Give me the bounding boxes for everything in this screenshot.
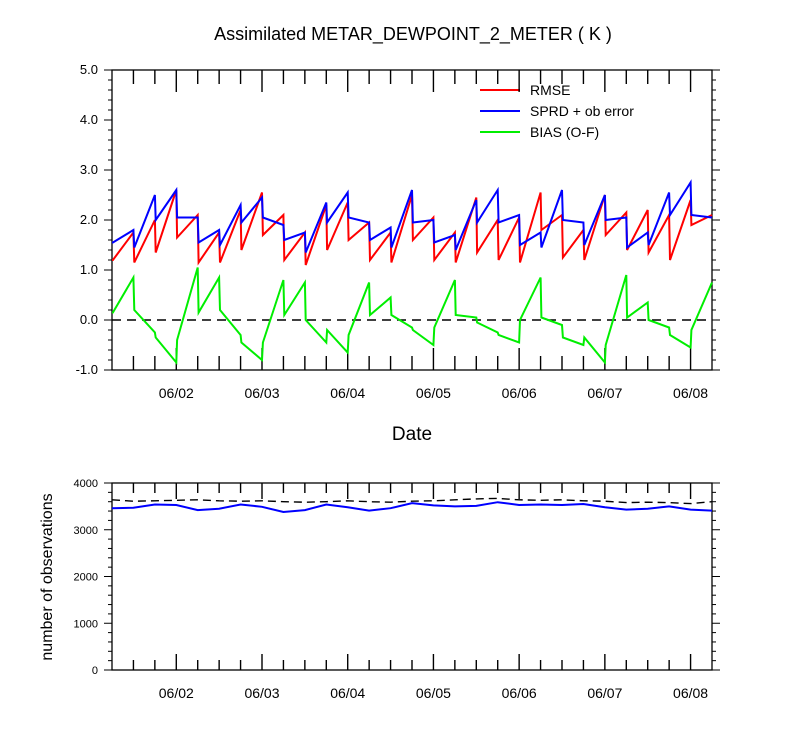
legend-label-sprd: SPRD + ob error — [530, 103, 634, 119]
top-y-tick-label: 5.0 — [80, 62, 98, 77]
bottom-x-tick-label: 06/04 — [330, 685, 365, 701]
bottom-x-tick-label: 06/07 — [587, 685, 622, 701]
top-series-sprd-ob-error — [112, 179, 713, 253]
bottom-x-tick-label: 06/03 — [244, 685, 279, 701]
bottom-y-tick-label: 3000 — [74, 525, 98, 537]
y-axis-label-bottom: number of observations — [39, 493, 56, 660]
top-series-bias-o-f — [112, 267, 713, 366]
top-y-tick-label: -1.0 — [76, 362, 98, 377]
top-plot-area: 06/02 06/03 06/04 06/05 06/06 06/07 06/08 -1.0 0… — [76, 62, 720, 401]
bottom-x-tick-label: 06/08 — [673, 685, 708, 701]
legend: RMSE SPRD + ob error BIAS (O-F) — [480, 82, 634, 140]
legend-label-rmse: RMSE — [530, 82, 570, 98]
x-axis-label: Date — [392, 424, 432, 445]
bottom-plot-area: 06/02 06/03 06/04 06/05 06/06 06/07 06/08 0 1000… — [74, 478, 720, 701]
bottom-y-tick-label: 2000 — [74, 572, 98, 584]
bottom-y-tick-label: 0 — [92, 665, 98, 677]
top-y-tick-label: 4.0 — [80, 112, 98, 127]
top-y-tick-label: 1.0 — [80, 262, 98, 277]
top-y-tick-label: 2.0 — [80, 212, 98, 227]
top-x-tick-label: 06/07 — [587, 385, 622, 401]
top-x-tick-label: 06/04 — [330, 385, 365, 401]
top-y-tick-label: 0.0 — [80, 312, 98, 327]
bottom-series-possible-observations — [111, 497, 713, 505]
chart-title: Assimilated METAR_DEWPOINT_2_METER ( K ) — [214, 24, 612, 45]
bottom-x-tick-label: 06/06 — [502, 685, 537, 701]
bottom-series-assimilated-observations — [111, 501, 713, 514]
legend-label-bias: BIAS (O-F) — [530, 124, 599, 140]
bottom-x-tick-label: 06/05 — [416, 685, 451, 701]
top-y-tick-label: 3.0 — [80, 162, 98, 177]
bottom-y-tick-label: 4000 — [74, 478, 98, 490]
bottom-y-tick-label: 1000 — [74, 618, 98, 630]
bottom-x-tick-label: 06/02 — [159, 685, 194, 701]
top-x-tick-label: 06/05 — [416, 385, 451, 401]
top-x-tick-label: 06/08 — [673, 385, 708, 401]
top-x-tick-label: 06/03 — [244, 385, 279, 401]
bottom-frame — [111, 482, 713, 671]
top-x-tick-label: 06/06 — [502, 385, 537, 401]
top-x-tick-label: 06/02 — [159, 385, 194, 401]
